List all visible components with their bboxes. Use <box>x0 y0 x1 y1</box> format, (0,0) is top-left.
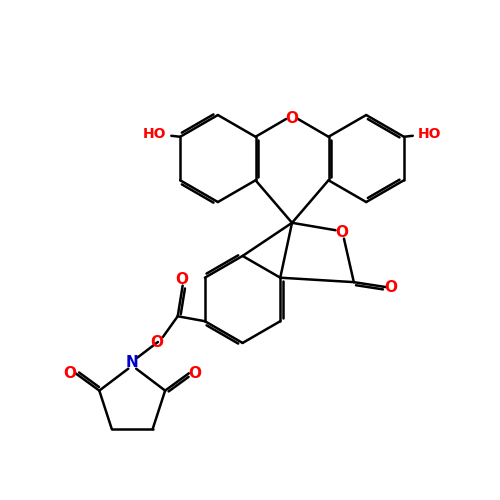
Text: O: O <box>188 366 202 381</box>
Text: O: O <box>286 112 298 126</box>
Text: N: N <box>126 355 138 370</box>
Text: HO: HO <box>142 128 166 141</box>
Text: O: O <box>150 336 164 350</box>
Text: HO: HO <box>418 128 442 141</box>
Text: O: O <box>63 366 76 381</box>
Text: O: O <box>175 272 188 287</box>
Text: O: O <box>335 225 348 240</box>
Text: O: O <box>384 280 398 294</box>
